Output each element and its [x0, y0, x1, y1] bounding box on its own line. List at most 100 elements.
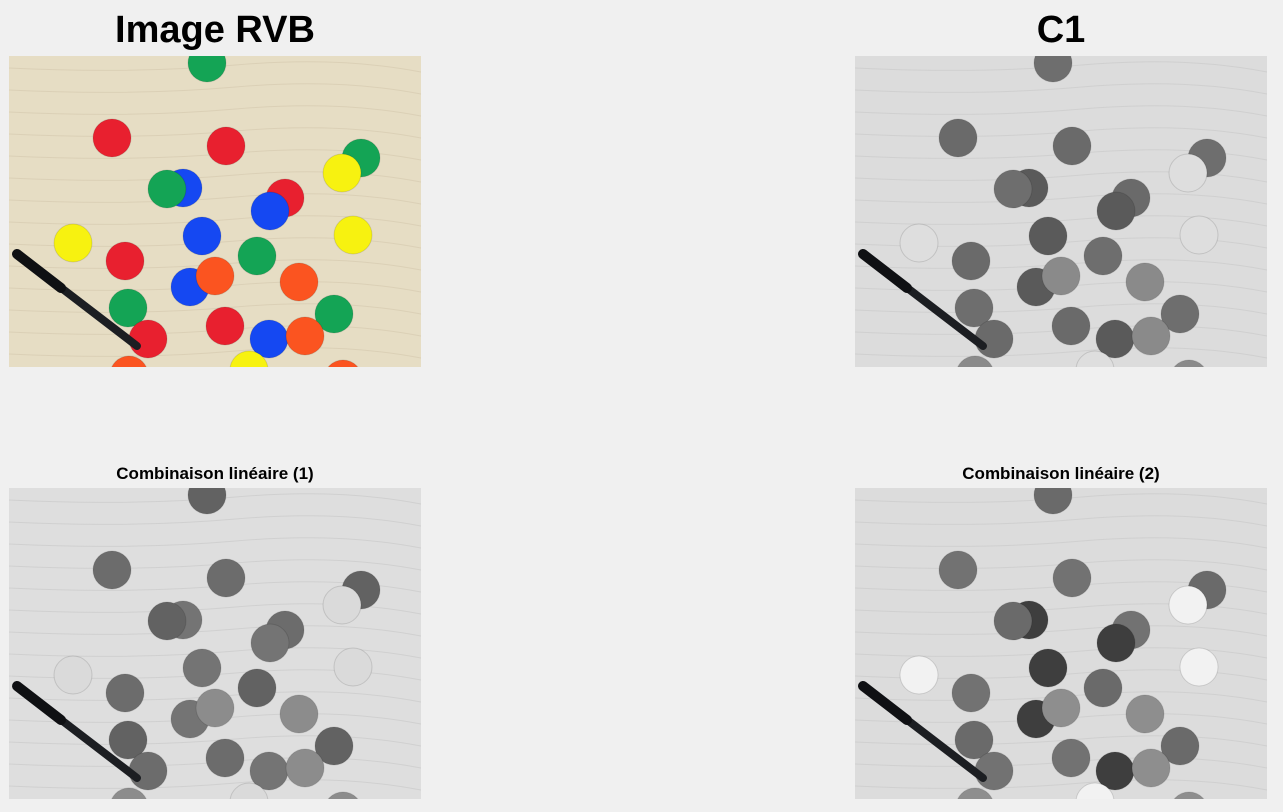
disc-yellow [229, 782, 269, 799]
wood-grain [9, 779, 421, 791]
disc-green [187, 488, 227, 515]
disc-blue [182, 216, 222, 256]
wood-grain [9, 515, 421, 527]
disc-orange [327, 359, 359, 367]
disc-yellow [899, 223, 939, 263]
disc-photo [855, 56, 1267, 367]
wood-grain [9, 215, 421, 227]
disc-orange [1125, 262, 1165, 302]
wood-grain [9, 61, 421, 73]
wood-grain [855, 735, 1267, 747]
disc-blue [250, 191, 290, 231]
disc-blue [250, 623, 290, 663]
image-axes-lin1[interactable] [9, 488, 421, 799]
disc-green [1033, 488, 1073, 515]
disc-green [993, 601, 1033, 641]
panel-c1: C1 [855, 8, 1267, 367]
disc-orange [1131, 748, 1171, 788]
disc-orange [1173, 359, 1205, 367]
disc-red [974, 319, 1014, 359]
wood-grain [855, 105, 1267, 117]
disc-orange [111, 787, 147, 799]
disc-blue [182, 648, 222, 688]
wood-grain [9, 259, 421, 271]
disc-yellow [322, 585, 362, 625]
disc-red [105, 241, 145, 281]
disc-red [128, 751, 168, 791]
image-axes-rgb[interactable] [9, 56, 421, 367]
image-axes-c1[interactable] [855, 56, 1267, 367]
disc-red [128, 319, 168, 359]
disc-orange [195, 688, 235, 728]
disc-yellow [333, 215, 373, 255]
wood-grain [9, 735, 421, 747]
panel-title: Image RVB [115, 9, 315, 51]
disc-yellow [229, 350, 269, 367]
disc-orange [1041, 256, 1081, 296]
wood-grain [9, 347, 421, 359]
disc-green [1160, 726, 1200, 766]
disc-red [974, 751, 1014, 791]
wood-grain [9, 625, 421, 637]
wood-grain [855, 691, 1267, 703]
disc-green [147, 601, 187, 641]
wood-grain [9, 303, 421, 315]
disc-red [951, 241, 991, 281]
disc-yellow [53, 655, 93, 695]
disc-orange [285, 748, 325, 788]
disc-orange [1125, 694, 1165, 734]
disc-green [187, 56, 227, 83]
wood-grain [855, 259, 1267, 271]
disc-orange [327, 791, 359, 799]
disc-green [954, 720, 994, 760]
disc-photo [9, 488, 421, 799]
panel-combinaison-lineaire-2: Combinaison linéaire (2) [855, 464, 1267, 799]
disc-green [1083, 668, 1123, 708]
disc-red [1051, 738, 1091, 778]
disc-yellow [1075, 782, 1115, 799]
disc-red [205, 738, 245, 778]
panel-title: C1 [1036, 9, 1086, 51]
disc-green [108, 720, 148, 760]
wood-grain [855, 281, 1267, 293]
disc-red [206, 126, 246, 166]
disc-orange [1131, 316, 1171, 356]
disc-green [237, 668, 277, 708]
wood-grain [9, 83, 421, 95]
disc-orange [1173, 791, 1205, 799]
disc-red [938, 118, 978, 158]
disc-green [147, 169, 187, 209]
disc-red [1052, 558, 1092, 598]
disc-yellow [1168, 153, 1208, 193]
wood-grain [855, 215, 1267, 227]
wood-grain [9, 493, 421, 505]
disc-yellow [333, 647, 373, 687]
wood-grain [855, 647, 1267, 659]
disc-yellow [1075, 350, 1115, 367]
disc-green [1083, 236, 1123, 276]
disc-orange [1041, 688, 1081, 728]
disc-orange [195, 256, 235, 296]
disc-green [1033, 56, 1073, 83]
disc-yellow [1179, 215, 1219, 255]
panel-title: Combinaison linéaire (2) [962, 464, 1160, 483]
disc-red [206, 558, 246, 598]
wood-grain [855, 515, 1267, 527]
pen [858, 681, 987, 782]
disc-red [1051, 306, 1091, 346]
wood-grain [9, 537, 421, 549]
wood-grain [855, 303, 1267, 315]
disc-red [205, 306, 245, 346]
disc-orange [285, 316, 325, 356]
disc-green [954, 288, 994, 328]
image-axes-lin2[interactable] [855, 488, 1267, 799]
disc-yellow [1168, 585, 1208, 625]
pen [858, 249, 987, 350]
wood-grain [9, 281, 421, 293]
wood-grain [855, 347, 1267, 359]
wood-grain [9, 713, 421, 725]
wood-grain [855, 713, 1267, 725]
wood-grain [9, 105, 421, 117]
disc-yellow [1179, 647, 1219, 687]
